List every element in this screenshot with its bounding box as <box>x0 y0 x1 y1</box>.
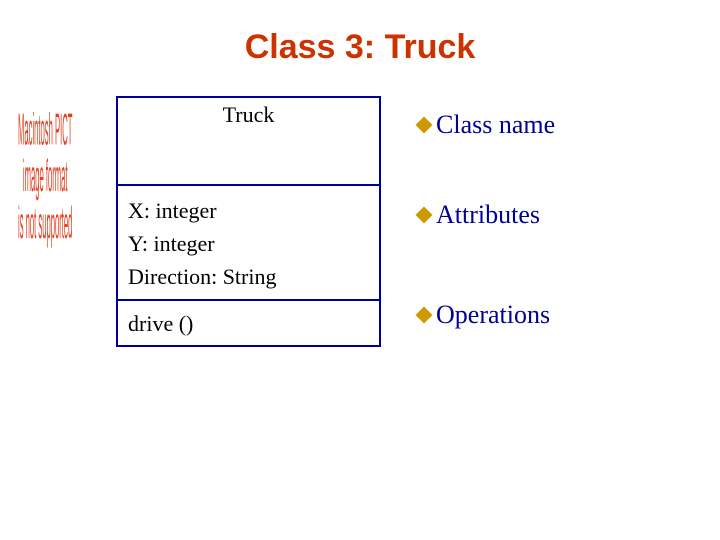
uml-class-box: Truck X: integer Y: integer Direction: S… <box>116 96 381 347</box>
uml-attributes-section: X: integer Y: integer Direction: String <box>118 186 379 301</box>
label-operations: Operations <box>418 300 550 330</box>
uml-operations-section: drive () <box>118 301 379 349</box>
uml-class-name: Truck <box>223 102 275 127</box>
diamond-bullet-icon <box>416 117 433 134</box>
diamond-bullet-icon <box>416 307 433 324</box>
uml-attribute: Y: integer <box>128 227 369 260</box>
label-text: Class name <box>436 110 555 139</box>
missing-image-placeholder: Macintosh PICT image format is not suppo… <box>18 108 72 247</box>
uml-operation: drive () <box>128 307 369 340</box>
uml-attribute: X: integer <box>128 194 369 227</box>
slide: Class 3: Truck Macintosh PICT image form… <box>0 0 720 540</box>
label-text: Operations <box>436 300 550 329</box>
uml-name-section: Truck <box>118 98 379 186</box>
uml-attribute: Direction: String <box>128 260 369 293</box>
label-attributes: Attributes <box>418 200 540 230</box>
placeholder-line-1: Macintosh PICT <box>18 105 72 154</box>
diamond-bullet-icon <box>416 207 433 224</box>
slide-title: Class 3: Truck <box>0 28 720 67</box>
label-text: Attributes <box>436 200 540 229</box>
placeholder-line-3: is not supported <box>18 198 72 247</box>
placeholder-line-2: image format <box>23 152 68 201</box>
label-class-name: Class name <box>418 110 555 140</box>
